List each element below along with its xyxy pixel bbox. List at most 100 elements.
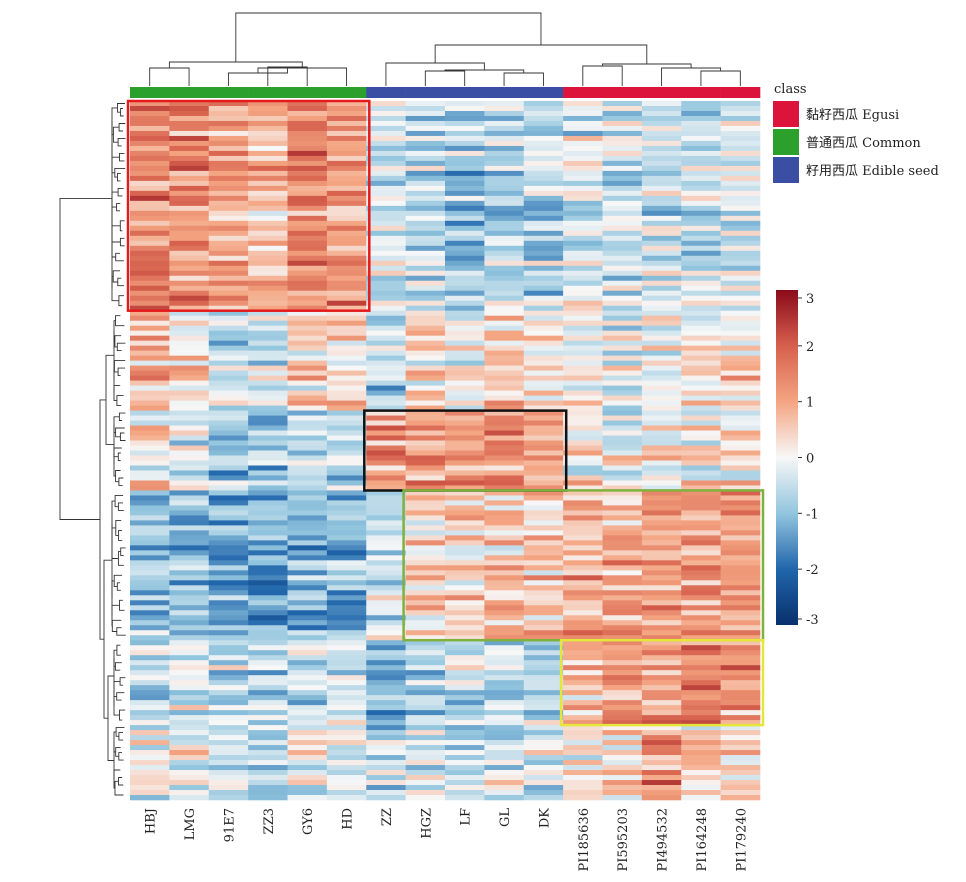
heatmap-cell	[445, 595, 485, 601]
heatmap-cell	[445, 725, 485, 731]
heatmap-cell	[169, 715, 210, 721]
heatmap-cell	[130, 440, 170, 446]
heatmap-cell	[563, 315, 603, 321]
heatmap-cell	[366, 245, 406, 252]
heatmap-cell	[208, 280, 249, 287]
heatmap-cell	[523, 410, 564, 416]
heatmap-cell	[405, 795, 446, 801]
heatmap-cell	[445, 390, 485, 396]
heatmap-cell	[563, 170, 603, 177]
heatmap-cell	[484, 605, 525, 611]
heatmap-cell	[287, 640, 328, 646]
heatmap-cell	[208, 425, 249, 431]
heatmap-cell	[602, 350, 643, 356]
heatmap-cell	[720, 585, 761, 591]
heatmap-cell	[602, 640, 643, 646]
heatmap-cell	[681, 705, 721, 711]
heatmap-cell	[405, 410, 446, 416]
heatmap-cell	[523, 640, 564, 646]
heatmap-cell	[445, 545, 485, 551]
heatmap-cell	[523, 650, 564, 656]
heatmap-cell	[326, 345, 367, 351]
heatmap-cell	[523, 755, 564, 761]
heatmap-cell	[563, 550, 603, 556]
heatmap-cell	[484, 140, 525, 147]
heatmap-cell	[720, 565, 761, 571]
heatmap-cell	[130, 115, 170, 122]
heatmap-cell	[602, 680, 643, 686]
heatmap-cell	[130, 575, 170, 581]
heatmap-cell	[130, 530, 170, 536]
heatmap-cell	[366, 101, 406, 107]
heatmap-cell	[287, 690, 328, 696]
heatmap-cell	[405, 585, 446, 591]
heatmap-cell	[484, 355, 525, 361]
heatmap-cell	[641, 260, 682, 267]
heatmap-cell	[208, 165, 249, 172]
heatmap-cell	[484, 785, 525, 791]
heatmap-cell	[445, 735, 485, 741]
dendrogram-branch	[119, 677, 126, 686]
heatmap-cell	[681, 765, 721, 771]
heatmap-cell	[248, 140, 288, 147]
heatmap-cell	[563, 375, 603, 381]
heatmap-cell	[484, 310, 525, 316]
heatmap-cell	[326, 720, 367, 726]
heatmap-cell	[484, 535, 525, 541]
heatmap-cell	[602, 560, 643, 566]
heatmap-cell	[405, 285, 446, 292]
heatmap-cell	[720, 605, 761, 611]
heatmap-cell	[248, 705, 288, 711]
heatmap-cell	[287, 210, 328, 217]
heatmap-cell	[563, 700, 603, 706]
heatmap-cell	[720, 110, 761, 117]
heatmap-cell	[523, 325, 564, 331]
heatmap-cell	[445, 765, 485, 771]
heatmap-cell	[523, 690, 564, 696]
heatmap-cell	[641, 425, 682, 431]
heatmap-cell	[445, 280, 485, 287]
heatmap-cell	[641, 195, 682, 202]
heatmap-cell	[208, 455, 249, 461]
heatmap-cell	[169, 630, 210, 636]
heatmap-cell	[130, 125, 170, 132]
heatmap-cell	[563, 620, 603, 626]
heatmap-cell	[326, 545, 367, 551]
heatmap-cell	[169, 505, 210, 511]
heatmap-cell	[681, 575, 721, 581]
heatmap-cell	[445, 490, 485, 496]
class-bar-cell	[326, 87, 367, 98]
heatmap-cell	[720, 180, 761, 187]
heatmap-cell	[130, 570, 170, 576]
heatmap-cell	[248, 101, 288, 107]
heatmap-cell	[641, 635, 682, 641]
heatmap-cell	[445, 340, 485, 346]
heatmap-cell	[484, 675, 525, 681]
heatmap-cell	[248, 230, 288, 237]
heatmap-cell	[169, 510, 210, 516]
heatmap-cell	[641, 115, 682, 122]
heatmap-cell	[641, 715, 682, 721]
heatmap-cell	[523, 105, 564, 112]
heatmap-cell	[208, 640, 249, 646]
dendrogram-branch	[99, 399, 106, 640]
heatmap-cell	[405, 185, 446, 192]
heatmap-cell	[720, 515, 761, 521]
heatmap-cell	[366, 590, 406, 596]
heatmap-cell	[602, 465, 643, 471]
heatmap-cell	[681, 255, 721, 262]
heatmap-cell	[563, 325, 603, 331]
heatmap-cell	[169, 375, 210, 381]
heatmap-cell	[326, 770, 367, 776]
heatmap-cell	[641, 350, 682, 356]
heatmap-cell	[720, 365, 761, 371]
column-label: PI494532	[656, 808, 671, 872]
heatmap-cell	[405, 490, 446, 496]
heatmap-cell	[445, 660, 485, 666]
heatmap-cell	[326, 330, 367, 336]
dendrogram-branch	[117, 187, 124, 197]
heatmap-cell	[641, 101, 682, 107]
heatmap-cell	[405, 720, 446, 726]
heatmap-cell	[523, 595, 564, 601]
heatmap-cell	[445, 685, 485, 691]
